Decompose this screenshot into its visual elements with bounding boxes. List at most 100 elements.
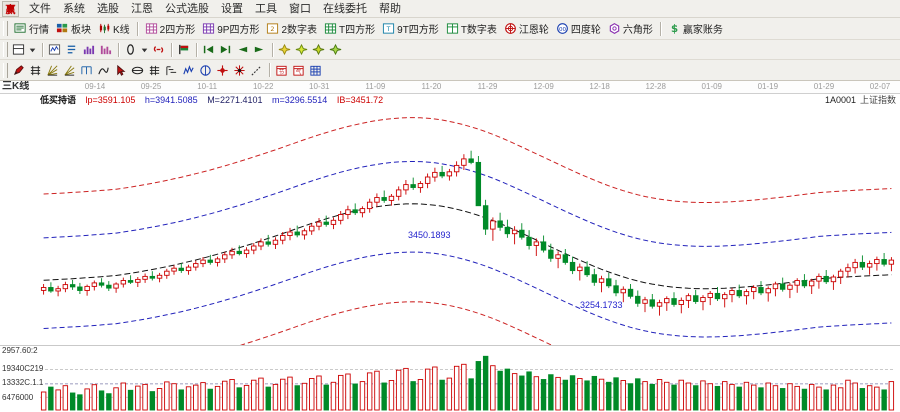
grid-h-icon[interactable] [28,63,43,78]
toolbar-button-numtablet[interactable]: T数字表 [443,19,500,38]
gann-upper-blue-band [43,160,892,247]
menu-window[interactable]: 窗口 [289,2,311,15]
date-tick: 01-09 [701,82,723,91]
sector-icon [56,22,69,35]
toolbar-separator [272,42,274,57]
layout-icon[interactable] [11,42,26,57]
menu-help[interactable]: 帮助 [379,2,401,15]
toolbar-button-square9p[interactable]: 9P四方形 [199,19,262,38]
toolbar-button-hexagon[interactable]: 六角形 [605,19,656,38]
svg-text:T: T [386,26,391,33]
menu-file[interactable]: 文件 [29,2,51,15]
svg-text:$: $ [671,24,678,35]
toolbar-button-degree-wheel[interactable]: 00 四度轮 [553,19,604,38]
toolbar-gripper[interactable] [3,21,8,36]
last-icon[interactable] [218,42,233,57]
main-chart-area[interactable]: 低买持语 lp=3591.105 h=3941.5085 M=2271.4101… [0,94,900,345]
date-tick: 12-18 [589,82,610,91]
layout-dropdown-icon[interactable] [28,42,37,57]
zero-dropdown-icon[interactable] [140,42,149,57]
grid-blue-icon[interactable] [308,63,323,78]
channel-icon[interactable] [79,63,94,78]
pointer-icon[interactable] [113,63,128,78]
draw-toolbar-gripper[interactable] [3,62,8,78]
date-tick: 11-29 [477,82,498,91]
nav-toolbar-gripper[interactable] [3,42,8,57]
volume-panel[interactable]: 2957.60:2 19340C219 13332C.1.1 6476000 [0,345,900,412]
legend-item-4: m=3296.5514 [272,95,328,105]
pen-icon[interactable] [11,63,26,78]
toolbar-button-gann-wheel[interactable]: 江恩轮 [501,19,552,38]
toolbar-button-label: K线 [113,25,130,36]
menu-online-trade[interactable]: 在线委托 [323,2,367,15]
menu-gann[interactable]: 江恩 [131,2,153,15]
main-toolbar: 行情 板块 K线 2四方形 9P四方形 2 2数字表 T四方形 T 9T四方形 T数字表 江恩轮 00 四… [0,18,900,40]
menu-formula-pick[interactable]: 公式选股 [165,2,209,15]
gann-fan2-icon[interactable] [62,63,77,78]
ellipse-icon[interactable] [130,63,145,78]
circle-icon[interactable] [198,63,213,78]
candlestick-chart [40,117,895,345]
toolbar-button-squaret[interactable]: T四方形 [321,19,378,38]
degree-wheel-icon: 00 [556,22,569,35]
list-view-icon[interactable] [64,42,79,57]
legend-item-2: h=3941.5085 [144,95,198,105]
quotes-icon [14,22,27,35]
wave-icon[interactable] [181,63,196,78]
draw-toolbar: 节 气 [0,60,900,81]
burst-icon[interactable] [232,63,247,78]
gann-fan-icon[interactable] [45,63,60,78]
svg-text:节: 节 [279,67,285,75]
toolbar-button-label: 行情 [29,25,49,36]
star-green-icon[interactable] [294,42,309,57]
ladder-icon[interactable] [164,63,179,78]
svg-text:00: 00 [559,27,567,33]
target-icon[interactable] [215,63,230,78]
toolbar-button-square9t[interactable]: T 9T四方形 [379,19,442,38]
legend-item-3: M=2271.4101 [207,95,263,105]
zero-icon[interactable] [123,42,138,57]
legend-item-0: 低买持语 [40,95,77,105]
symbol-label: 1A0001 上证指数 [825,95,896,106]
square2-icon [145,22,158,35]
date-tick: 10-31 [309,82,330,91]
toolbar-button-sector[interactable]: 板块 [53,19,94,38]
flag-icon[interactable] [176,42,191,57]
toolbar-button-label: 2四方形 [159,25,196,36]
toolbar-button-square2[interactable]: 2四方形 [142,19,199,38]
nav-toolbar [0,40,900,60]
gann-wheel-icon [504,22,517,35]
star-yellow-icon[interactable] [277,42,292,57]
menu-tools[interactable]: 工具 [255,2,277,15]
prev-icon[interactable] [235,42,250,57]
calendar-red2-icon[interactable]: 气 [291,63,306,78]
menu-settings[interactable]: 设置 [221,2,243,15]
grid-icon[interactable] [147,63,162,78]
menu-bar: 赢 文件 系统 选股 江恩 公式选股 设置 工具 窗口 在线委托 帮助 [0,0,900,18]
svg-text:气: 气 [296,67,302,75]
toolbar-button-kline[interactable]: K线 [95,19,133,38]
menu-stockpick[interactable]: 选股 [97,2,119,15]
toolbar-button-label: 9T四方形 [397,25,439,36]
symbol-code: 1A0001 [824,95,856,105]
link-icon[interactable] [151,42,166,57]
star-teal-icon[interactable] [328,42,343,57]
calendar-red-icon[interactable]: 节 [274,63,289,78]
toolbar-button-quotes[interactable]: 行情 [11,19,52,38]
star-olive-icon[interactable] [311,42,326,57]
toolbar-button-account[interactable]: $ 赢家账务 [665,19,726,38]
next-icon[interactable] [252,42,267,57]
toolbar-separator [118,42,120,57]
first-icon[interactable] [201,42,216,57]
curve-icon[interactable] [96,63,111,78]
menu-system[interactable]: 系统 [63,2,85,15]
ray-icon[interactable] [249,63,264,78]
legend-item-1: lp=3591.105 [85,95,136,105]
toolbar-button-numtable2[interactable]: 2 2数字表 [263,19,320,38]
bars-down-icon[interactable] [98,42,113,57]
bars-up-icon[interactable] [81,42,96,57]
price-annotation-high: 3450.1893 [408,230,451,240]
toolbar-button-label: 赢家账务 [682,25,723,36]
toolbar-separator [196,42,198,57]
chart-style-icon[interactable] [47,42,62,57]
